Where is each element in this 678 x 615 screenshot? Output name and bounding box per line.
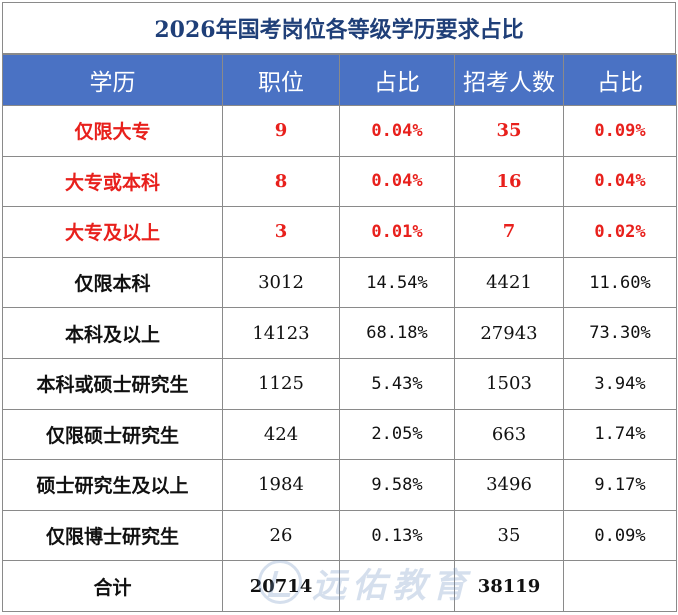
row-recruits-pct: 0.04% xyxy=(563,155,677,208)
total-label: 合计 xyxy=(2,560,223,612)
total-recruits-pct xyxy=(563,560,677,612)
row-positions: 424 xyxy=(222,408,340,461)
row-recruits-pct: 3.94% xyxy=(563,357,677,410)
row-recruits: 7 xyxy=(454,206,564,258)
row-recruits-pct: 0.02% xyxy=(563,206,677,258)
row-positions-pct: 0.04% xyxy=(339,105,455,157)
row-education: 仅限硕士研究生 xyxy=(2,408,223,461)
row-recruits: 1503 xyxy=(454,357,564,410)
row-positions: 9 xyxy=(222,105,340,157)
row-recruits: 663 xyxy=(454,408,564,461)
row-recruits-pct: 0.09% xyxy=(563,105,677,157)
row-positions-pct: 14.54% xyxy=(339,256,455,309)
row-positions: 3 xyxy=(222,206,340,258)
table-row: 大专及以上 3 0.01% 7 0.02% xyxy=(2,206,677,258)
table-row: 仅限硕士研究生 424 2.05% 663 1.74% xyxy=(2,408,677,461)
row-positions-pct: 5.43% xyxy=(339,357,455,410)
row-positions-pct: 2.05% xyxy=(339,408,455,461)
row-positions: 1125 xyxy=(222,357,340,410)
row-recruits: 35 xyxy=(454,509,564,562)
header-recruits: 招考人数 xyxy=(454,54,564,106)
table-row: 本科或硕士研究生 1125 5.43% 1503 3.94% xyxy=(2,357,677,410)
header-education: 学历 xyxy=(2,54,223,106)
row-recruits-pct: 9.17% xyxy=(563,459,677,511)
header-positions-pct: 占比 xyxy=(339,54,455,106)
row-recruits: 16 xyxy=(454,155,564,208)
row-recruits-pct: 11.60% xyxy=(563,256,677,309)
header-recruits-pct: 占比 xyxy=(563,54,677,106)
row-positions: 3012 xyxy=(222,256,340,309)
row-recruits-pct: 0.09% xyxy=(563,509,677,562)
row-positions-pct: 0.01% xyxy=(339,206,455,258)
row-positions: 1984 xyxy=(222,459,340,511)
row-positions-pct: 0.04% xyxy=(339,155,455,208)
row-recruits: 4421 xyxy=(454,256,564,309)
table-title: 2026年国考岗位各等级学历要求占比 xyxy=(2,2,676,54)
row-education: 本科及以上 xyxy=(2,307,223,359)
row-positions: 26 xyxy=(222,509,340,562)
header-positions: 职位 xyxy=(222,54,340,106)
row-positions: 8 xyxy=(222,155,340,208)
header-row: 学历 职位 占比 招考人数 占比 xyxy=(2,54,677,106)
row-recruits-pct: 73.30% xyxy=(563,307,677,359)
row-positions-pct: 68.18% xyxy=(339,307,455,359)
row-education: 大专及以上 xyxy=(2,206,223,258)
row-education: 仅限大专 xyxy=(2,105,223,157)
row-positions-pct: 0.13% xyxy=(339,509,455,562)
row-education: 本科或硕士研究生 xyxy=(2,357,223,410)
total-positions: 20714 xyxy=(222,560,340,612)
total-positions-pct xyxy=(339,560,455,612)
row-recruits-pct: 1.74% xyxy=(563,408,677,461)
education-table: 学历 职位 占比 招考人数 占比 仅限大专 9 0.04% 35 0.09% 大… xyxy=(2,54,677,612)
table-row: 本科及以上 14123 68.18% 27943 73.30% xyxy=(2,307,677,359)
table-row: 仅限本科 3012 14.54% 4421 11.60% xyxy=(2,256,677,309)
row-recruits: 27943 xyxy=(454,307,564,359)
row-recruits: 3496 xyxy=(454,459,564,511)
row-education: 仅限博士研究生 xyxy=(2,509,223,562)
row-education: 大专或本科 xyxy=(2,155,223,208)
table-row: 大专或本科 8 0.04% 16 0.04% xyxy=(2,155,677,208)
row-education: 硕士研究生及以上 xyxy=(2,459,223,511)
row-recruits: 35 xyxy=(454,105,564,157)
table-row: 仅限博士研究生 26 0.13% 35 0.09% xyxy=(2,509,677,562)
table-row: 硕士研究生及以上 1984 9.58% 3496 9.17% xyxy=(2,459,677,511)
row-education: 仅限本科 xyxy=(2,256,223,309)
row-positions: 14123 xyxy=(222,307,340,359)
row-positions-pct: 9.58% xyxy=(339,459,455,511)
total-recruits: 38119 xyxy=(454,560,564,612)
total-row: 合计 20714 38119 xyxy=(2,560,677,612)
table-row: 仅限大专 9 0.04% 35 0.09% xyxy=(2,105,677,157)
